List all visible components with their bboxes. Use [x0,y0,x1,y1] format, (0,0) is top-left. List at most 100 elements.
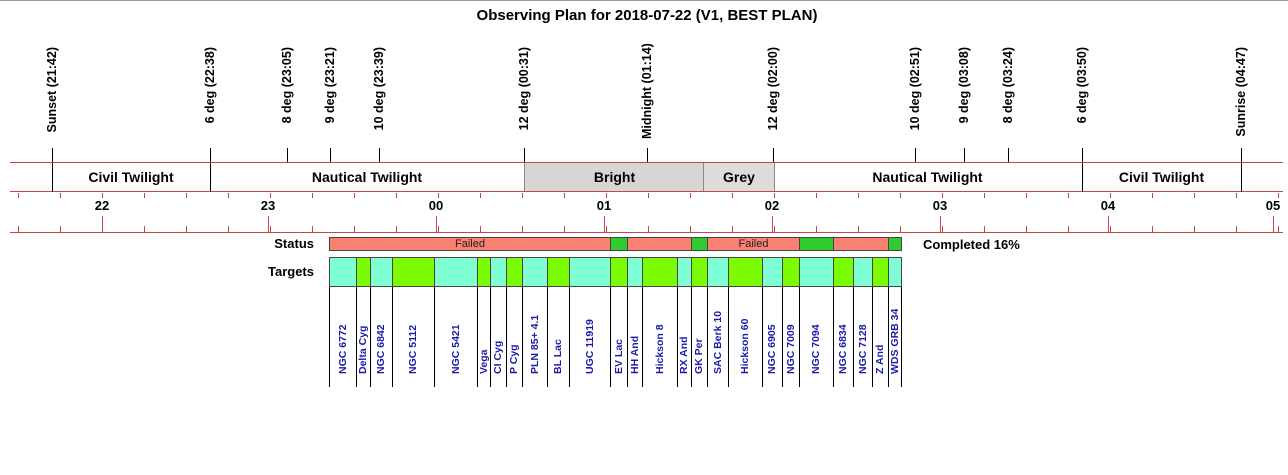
target-name[interactable]: Vega [477,349,490,374]
target-block[interactable] [506,257,523,287]
target-name[interactable]: Hickson 8 [653,324,666,374]
axis-tick [522,193,523,198]
status-segment-ok [799,237,834,251]
status-segment-failed [833,237,889,251]
target-divider [490,287,491,387]
marker-label: 8 deg (03:24) [1001,47,1015,124]
target-name[interactable]: BL Lac [552,339,564,374]
target-block[interactable] [888,257,902,287]
target-name[interactable]: GK Per [693,338,705,374]
axis-tick [354,193,355,198]
target-name[interactable]: NGC 6842 [375,324,387,374]
period-divider [210,163,211,192]
target-name[interactable]: NGC 7009 [784,324,797,374]
marker-label: 12 deg (02:00) [766,47,780,131]
axis-tick [480,193,481,198]
axis-tick [606,226,607,232]
hour-tick [268,216,269,232]
marker-tick [52,148,53,162]
target-name[interactable]: NGC 5421 [449,324,462,374]
target-divider [762,287,763,387]
axis-tick [690,226,691,232]
target-name[interactable]: PLN 85+ 4.1 [528,314,541,374]
axis-tick [438,193,439,198]
target-block[interactable] [370,257,393,287]
target-block[interactable] [728,257,763,287]
target-block[interactable] [356,257,371,287]
axis-tick [1194,193,1195,198]
marker-label: 12 deg (00:31) [517,47,531,131]
target-block[interactable] [853,257,873,287]
marker-label: Sunset (21:42) [45,47,59,133]
target-block[interactable] [642,257,678,287]
target-name[interactable]: P Cyg [508,344,520,374]
status-segment-failed: Failed [329,237,611,251]
marker-label: Midnight (01:14) [640,43,654,139]
target-block[interactable] [872,257,889,287]
target-block[interactable] [392,257,435,287]
axis-tick [144,226,145,232]
axis-tick [648,226,649,232]
target-block[interactable] [677,257,692,287]
axis-tick [480,226,481,232]
target-divider [434,287,435,387]
target-name[interactable]: NGC 7128 [856,324,869,374]
target-name[interactable]: CI Cyg [492,340,504,374]
target-name[interactable]: NGC 7094 [810,324,822,374]
axis-tick [1236,193,1237,198]
target-block[interactable] [799,257,834,287]
target-name[interactable]: NGC 5112 [407,324,419,374]
axis-tick [396,226,397,232]
axis-tick [942,193,943,198]
target-block[interactable] [782,257,800,287]
target-divider [569,287,570,387]
period-civil-twilight: Civil Twilight [88,169,174,185]
status-segment-failed: Failed [707,237,800,251]
axis-tick [144,193,145,198]
axis-tick [774,226,775,232]
hour-tick [1108,216,1109,232]
target-block[interactable] [569,257,611,287]
axis-tick [732,226,733,232]
axis-tick [1194,226,1195,232]
target-block[interactable] [434,257,478,287]
target-name[interactable]: SAC Berk 10 [711,310,724,374]
hour-tick [940,216,941,232]
target-block[interactable] [833,257,854,287]
marker-label: 8 deg (23:05) [280,47,294,124]
axis-tick [18,226,19,232]
target-block[interactable] [329,257,357,287]
target-name[interactable]: NGC 6905 [766,324,778,374]
target-block[interactable] [691,257,708,287]
target-block[interactable] [610,257,628,287]
target-name[interactable]: HH And [628,335,641,374]
target-name[interactable]: EV Lac [612,338,625,374]
target-name[interactable]: Z And [874,344,886,374]
axis-tick [900,193,901,198]
target-block[interactable] [522,257,548,287]
axis-tick [942,226,943,232]
target-name[interactable]: NGC 6772 [336,324,349,374]
target-block[interactable] [707,257,729,287]
target-block[interactable] [547,257,570,287]
target-name[interactable]: RX And [678,336,690,374]
target-block[interactable] [490,257,507,287]
target-name[interactable]: NGC 6834 [837,324,849,374]
marker-label: 10 deg (23:39) [372,47,386,131]
target-divider [853,287,854,387]
target-divider [677,287,678,387]
marker-label: 9 deg (23:21) [323,47,337,124]
target-block[interactable] [627,257,643,287]
target-divider [782,287,783,387]
target-name[interactable]: WDS GRB 34 [888,308,901,374]
target-name[interactable]: UGC 11919 [583,319,596,374]
marker-label: 6 deg (03:50) [1075,47,1089,124]
target-name[interactable]: Hickson 60 [739,318,751,374]
target-block[interactable] [477,257,491,287]
target-name[interactable]: Delta Cyg [357,325,369,374]
axis-tick [102,193,103,198]
target-block[interactable] [762,257,783,287]
target-divider [477,287,478,387]
period-civil-twilight: Civil Twilight [1118,169,1205,185]
hour-tick [102,216,103,232]
